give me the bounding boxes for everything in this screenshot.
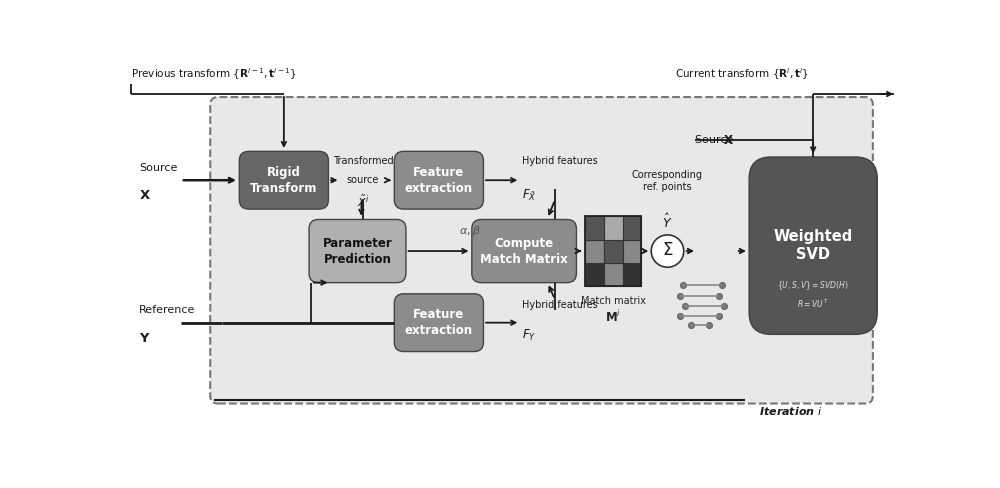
Text: Source: Source <box>139 163 177 173</box>
Text: Feature
extraction: Feature extraction <box>405 308 473 337</box>
Text: $\hat{Y}$: $\hat{Y}$ <box>662 213 673 231</box>
Bar <box>604 240 623 263</box>
Text: $\mathbf{M}^i$: $\mathbf{M}^i$ <box>605 309 621 325</box>
Text: Current transform $\{\mathbf{R}^i,\mathbf{t}^i\}$: Current transform $\{\mathbf{R}^i,\mathb… <box>675 66 809 82</box>
Text: $\tilde{X}^i$: $\tilde{X}^i$ <box>357 194 369 209</box>
Bar <box>604 263 623 285</box>
Text: $F_{\tilde{X}}$: $F_{\tilde{X}}$ <box>522 188 536 203</box>
Bar <box>585 216 641 285</box>
Text: $F_Y$: $F_Y$ <box>522 328 536 343</box>
Text: Hybrid features: Hybrid features <box>522 300 598 309</box>
FancyBboxPatch shape <box>394 294 483 351</box>
Text: source: source <box>347 175 379 185</box>
Text: $\mathbf{Y}$: $\mathbf{Y}$ <box>139 332 151 345</box>
Text: Parameter
Prediction: Parameter Prediction <box>323 237 392 265</box>
FancyBboxPatch shape <box>210 97 873 404</box>
Bar <box>623 216 641 240</box>
FancyBboxPatch shape <box>749 157 877 334</box>
Text: Feature
extraction: Feature extraction <box>405 166 473 195</box>
Text: Weighted
SVD: Weighted SVD <box>774 229 853 263</box>
FancyBboxPatch shape <box>472 220 576 283</box>
Text: Previous transform $\{\mathbf{R}^{i-1},\mathbf{t}^{i-1}\}$: Previous transform $\{\mathbf{R}^{i-1},\… <box>131 66 297 82</box>
Bar <box>604 216 623 240</box>
Text: Hybrid features: Hybrid features <box>522 156 598 166</box>
Text: $\alpha,\beta$: $\alpha,\beta$ <box>459 224 481 238</box>
Text: $\mathbf{X}$: $\mathbf{X}$ <box>139 189 151 203</box>
Text: $R=VU^T$: $R=VU^T$ <box>797 297 829 309</box>
Bar <box>585 263 604 285</box>
Text: $\{U,S,V\}=SVD(H)$: $\{U,S,V\}=SVD(H)$ <box>777 279 849 292</box>
Text: $\mathbf{X}$: $\mathbf{X}$ <box>723 134 734 147</box>
Text: Transformed: Transformed <box>333 156 393 166</box>
Bar <box>585 216 604 240</box>
FancyBboxPatch shape <box>239 151 328 209</box>
Bar <box>585 240 604 263</box>
FancyBboxPatch shape <box>309 220 406 283</box>
Text: Rigid
Transform: Rigid Transform <box>250 166 318 195</box>
Bar <box>623 263 641 285</box>
Text: Iteration $i$: Iteration $i$ <box>759 405 822 417</box>
Text: Match matrix: Match matrix <box>581 296 646 305</box>
Text: $\Sigma$: $\Sigma$ <box>662 241 673 259</box>
Text: Compute
Match Matrix: Compute Match Matrix <box>480 237 568 265</box>
Text: Source: Source <box>695 135 736 145</box>
Text: Corresponding
ref. points: Corresponding ref. points <box>632 170 703 192</box>
Bar <box>623 240 641 263</box>
Text: Reference: Reference <box>139 305 195 315</box>
Circle shape <box>651 235 684 267</box>
FancyBboxPatch shape <box>394 151 483 209</box>
